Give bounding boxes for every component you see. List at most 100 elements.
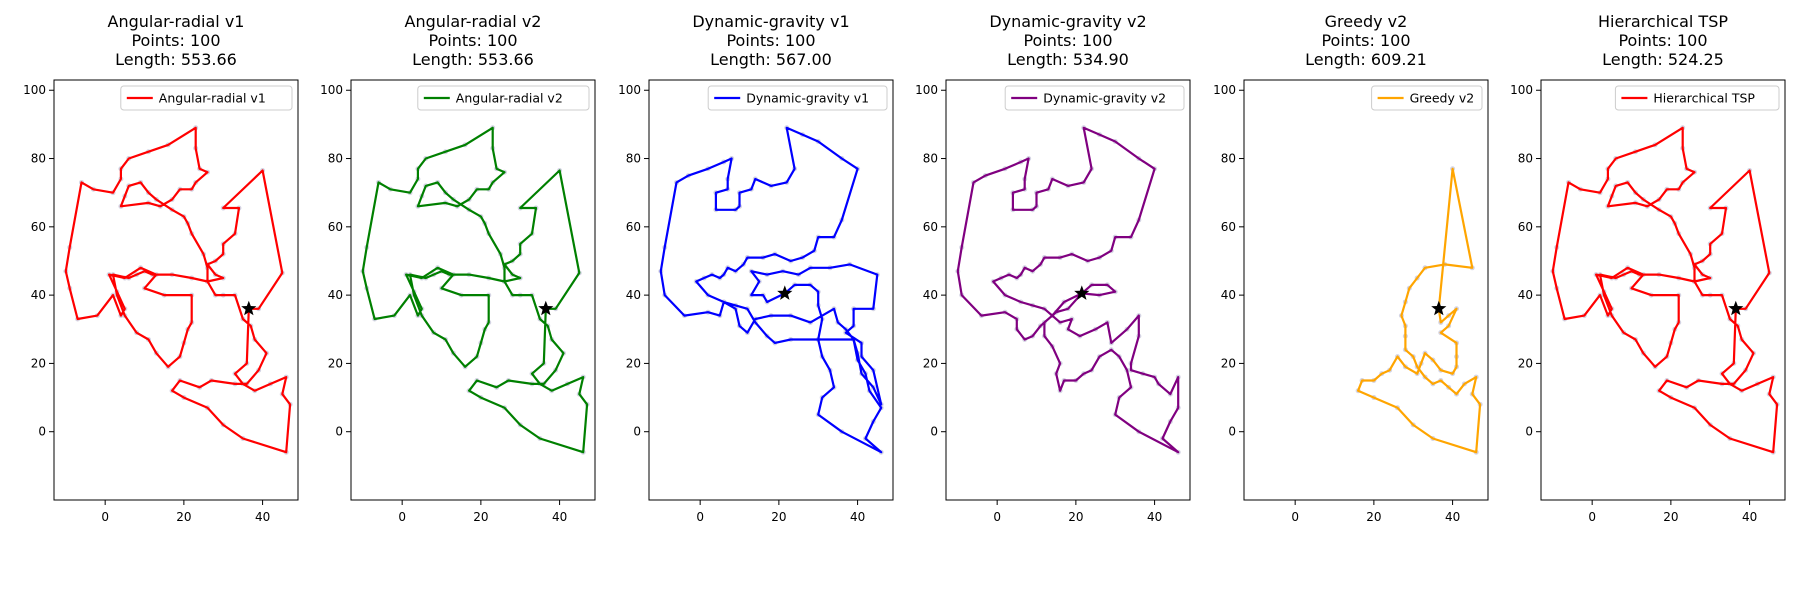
legend-box (1371, 85, 1483, 111)
y-tick-label: 20 (328, 356, 343, 370)
x-tick-label: 0 (398, 510, 406, 524)
y-tick-label: 80 (1518, 152, 1533, 166)
x-tick-label: 20 (473, 510, 488, 524)
y-tick-label: 20 (923, 356, 938, 370)
panel-title-line: Greedy v2 (1325, 12, 1408, 31)
tour-line (1551, 126, 1779, 454)
panel-title-line: Length: 534.90 (1007, 50, 1129, 69)
x-tick-label: 40 (850, 510, 865, 524)
y-tick-label: 20 (626, 356, 641, 370)
x-tick-label: 40 (1742, 510, 1757, 524)
x-tick-label: 40 (1445, 510, 1460, 524)
panel-title-line: Length: 553.66 (412, 50, 534, 69)
tour-line (956, 126, 1180, 454)
y-tick-label: 100 (23, 83, 46, 97)
panel-title-line: Length: 524.25 (1602, 50, 1724, 69)
legend-box (1614, 85, 1780, 111)
y-tick-label: 20 (1221, 356, 1236, 370)
y-tick-label: 40 (626, 288, 641, 302)
y-tick-label: 100 (320, 83, 343, 97)
y-tick-label: 100 (1510, 83, 1533, 97)
y-tick-label: 0 (1525, 425, 1533, 439)
panel-title-line: Length: 609.21 (1305, 50, 1427, 69)
legend-box (1004, 85, 1185, 111)
y-tick-label: 40 (328, 288, 343, 302)
legend-box (417, 85, 590, 111)
x-tick-label: 20 (1663, 510, 1678, 524)
start-marker (777, 285, 793, 300)
x-tick-label: 0 (696, 510, 704, 524)
y-tick-label: 60 (31, 220, 46, 234)
panel-title-line: Length: 567.00 (710, 50, 832, 69)
y-tick-label: 20 (1518, 356, 1533, 370)
x-tick-label: 0 (1588, 510, 1596, 524)
x-tick-label: 0 (1291, 510, 1299, 524)
y-tick-label: 0 (930, 425, 938, 439)
y-tick-label: 80 (626, 152, 641, 166)
panel-title-line: Points: 100 (428, 31, 517, 50)
panel-title-line: Points: 100 (131, 31, 220, 50)
y-tick-label: 40 (1518, 288, 1533, 302)
y-tick-label: 60 (328, 220, 343, 234)
panel-title-line: Angular-radial v2 (405, 12, 542, 31)
y-tick-label: 40 (923, 288, 938, 302)
y-tick-label: 80 (923, 152, 938, 166)
y-tick-label: 100 (915, 83, 938, 97)
legend-label: Dynamic-gravity v2 (1043, 91, 1166, 106)
legend-label: Greedy v2 (1410, 91, 1475, 106)
legend-box (120, 85, 293, 111)
panel-title-line: Hierarchical TSP (1598, 12, 1728, 31)
y-tick-label: 60 (626, 220, 641, 234)
y-tick-label: 40 (1221, 288, 1236, 302)
points-layer (1355, 166, 1483, 455)
axes-frame (1243, 79, 1489, 501)
x-tick-label: 20 (1366, 510, 1381, 524)
legend-box (707, 85, 888, 111)
x-tick-label: 20 (1068, 510, 1083, 524)
x-tick-label: 40 (1147, 510, 1162, 524)
y-tick-label: 100 (1213, 83, 1236, 97)
y-tick-label: 80 (31, 152, 46, 166)
y-tick-label: 100 (618, 83, 641, 97)
legend-label: Angular-radial v1 (159, 91, 266, 106)
legend-label: Hierarchical TSP (1653, 91, 1755, 106)
x-tick-label: 0 (101, 510, 109, 524)
y-tick-label: 80 (328, 152, 343, 166)
panel-title-line: Points: 100 (1618, 31, 1707, 50)
y-tick-label: 0 (633, 425, 641, 439)
y-tick-label: 80 (1221, 152, 1236, 166)
tour-line (1357, 167, 1482, 454)
y-tick-label: 60 (1518, 220, 1533, 234)
y-tick-label: 0 (38, 425, 46, 439)
start-marker (241, 300, 257, 316)
tour-line (361, 126, 589, 454)
panel-title-line: Angular-radial v1 (108, 12, 245, 31)
axes-frame (350, 79, 596, 501)
axes-frame (1540, 79, 1786, 501)
y-tick-label: 0 (335, 425, 343, 439)
panel-title-line: Points: 100 (726, 31, 815, 50)
x-tick-label: 20 (176, 510, 191, 524)
panel-title-line: Length: 553.66 (115, 50, 237, 69)
x-tick-label: 40 (255, 510, 270, 524)
start-marker (1074, 285, 1090, 300)
start-marker (538, 300, 554, 316)
axes-frame (648, 79, 894, 501)
legend-label: Dynamic-gravity v1 (746, 91, 869, 106)
panel-title-line: Dynamic-gravity v1 (692, 12, 849, 31)
y-tick-label: 0 (1228, 425, 1236, 439)
panel-title-line: Points: 100 (1321, 31, 1410, 50)
y-tick-label: 60 (923, 220, 938, 234)
start-marker (1431, 300, 1447, 316)
legend-label: Angular-radial v2 (456, 91, 563, 106)
y-tick-label: 20 (31, 356, 46, 370)
x-tick-label: 0 (993, 510, 1001, 524)
axes-frame (53, 79, 299, 501)
tour-line (64, 126, 292, 454)
